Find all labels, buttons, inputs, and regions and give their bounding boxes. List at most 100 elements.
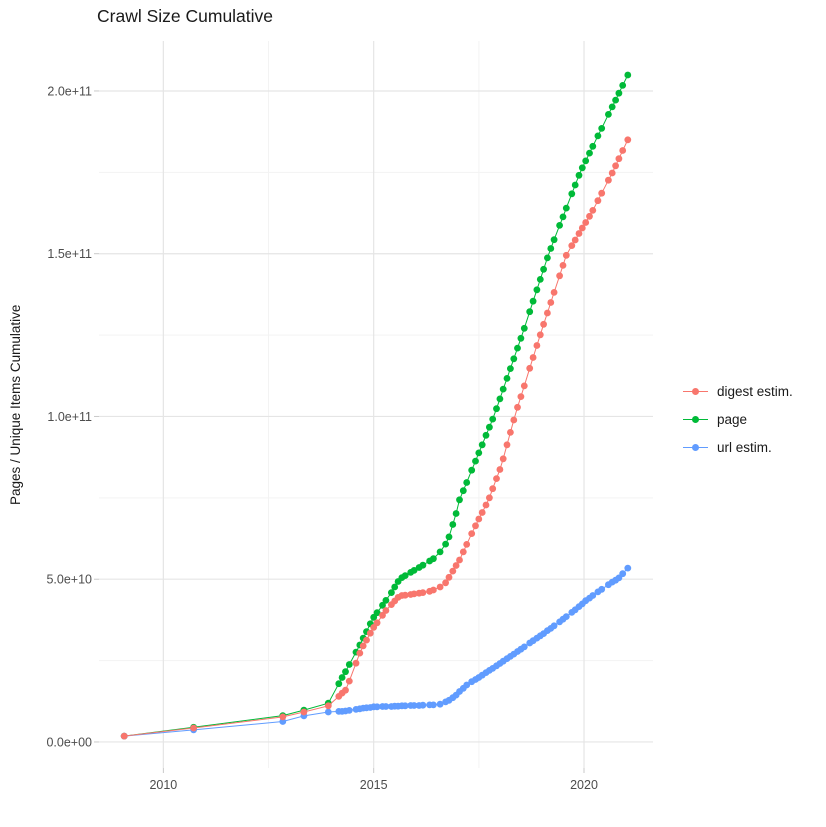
data-point — [547, 245, 555, 252]
chart-title: Crawl Size Cumulative — [97, 6, 274, 26]
data-point — [624, 564, 632, 572]
data-point — [529, 297, 537, 305]
legend-label: url estim. — [717, 439, 772, 455]
y-axis-title: Pages / Unique Items Cumulative — [8, 304, 23, 505]
data-point — [373, 619, 381, 627]
data-point — [442, 579, 449, 587]
data-point — [445, 573, 453, 581]
data-point — [556, 272, 563, 280]
data-point — [300, 708, 308, 716]
data-point — [324, 708, 332, 716]
series-digest-estim — [120, 136, 632, 740]
data-point — [456, 556, 463, 564]
data-point — [452, 510, 460, 517]
series-url-estim — [120, 564, 632, 740]
y-tick-label: 0.0e+00 — [46, 735, 92, 749]
legend-item-url-estim: url estim. — [683, 437, 793, 457]
data-point — [356, 649, 364, 657]
data-point — [463, 479, 471, 486]
data-point — [575, 230, 583, 237]
data-point — [436, 700, 444, 708]
data-point — [612, 162, 619, 170]
data-point — [410, 567, 418, 574]
y-tick-label: 2.0e+11 — [47, 84, 92, 98]
data-point — [335, 680, 343, 688]
data-point — [342, 668, 349, 676]
data-point — [499, 385, 507, 393]
series-line — [124, 139, 629, 737]
series-page — [120, 71, 632, 740]
data-point — [472, 522, 479, 530]
data-point — [594, 132, 602, 140]
data-point — [496, 395, 504, 403]
data-point — [559, 262, 567, 269]
data-point — [472, 457, 479, 465]
data-point — [507, 429, 514, 436]
data-point — [482, 501, 490, 509]
data-point — [514, 403, 521, 411]
data-point — [379, 611, 386, 619]
data-point — [598, 189, 606, 197]
data-point — [624, 136, 632, 144]
data-point — [352, 659, 360, 667]
data-point — [279, 713, 287, 721]
data-point — [419, 701, 427, 709]
data-point — [379, 601, 386, 609]
data-point — [382, 597, 390, 604]
data-point — [598, 124, 606, 132]
data-point — [486, 494, 493, 502]
data-point — [514, 344, 521, 352]
data-point — [510, 355, 518, 363]
data-point — [556, 222, 563, 229]
data-point — [366, 629, 374, 637]
legend-key-url-estim — [683, 437, 708, 457]
data-point — [544, 309, 551, 317]
data-point — [536, 276, 544, 283]
data-point — [324, 702, 332, 710]
data-point — [410, 590, 418, 598]
data-point — [430, 555, 437, 563]
legend-label: page — [717, 411, 748, 427]
data-point — [517, 393, 525, 400]
data-point — [589, 592, 597, 599]
data-point — [571, 236, 579, 244]
data-point — [503, 441, 511, 449]
data-point — [436, 583, 444, 591]
data-point — [533, 286, 541, 294]
data-point — [449, 521, 457, 528]
data-point — [120, 732, 128, 740]
data-point — [503, 375, 511, 382]
data-point — [562, 204, 570, 212]
legend-key-page — [683, 409, 708, 429]
data-point — [489, 485, 497, 493]
legend-point-icon — [692, 416, 699, 423]
data-point — [529, 354, 537, 361]
data-point — [382, 703, 390, 710]
data-point — [550, 236, 558, 244]
series-line — [124, 74, 629, 737]
data-point — [463, 681, 471, 689]
data-point — [419, 561, 427, 569]
data-point — [345, 661, 353, 668]
data-point — [517, 334, 525, 342]
data-point — [619, 147, 627, 154]
data-point — [345, 677, 353, 685]
data-point — [449, 567, 457, 575]
data-point — [373, 703, 381, 711]
data-point — [578, 164, 586, 172]
data-point — [624, 71, 632, 79]
data-point — [612, 96, 619, 104]
data-point — [615, 89, 623, 97]
data-point — [468, 466, 476, 474]
y-tick-label: 1.0e+11 — [47, 410, 92, 424]
data-point — [510, 416, 518, 424]
data-point — [520, 643, 528, 651]
data-point — [373, 609, 381, 617]
data-point — [586, 149, 593, 157]
data-point — [594, 197, 602, 205]
data-point — [533, 342, 541, 349]
legend-key-digest-estim — [683, 381, 708, 401]
data-point — [442, 540, 449, 548]
